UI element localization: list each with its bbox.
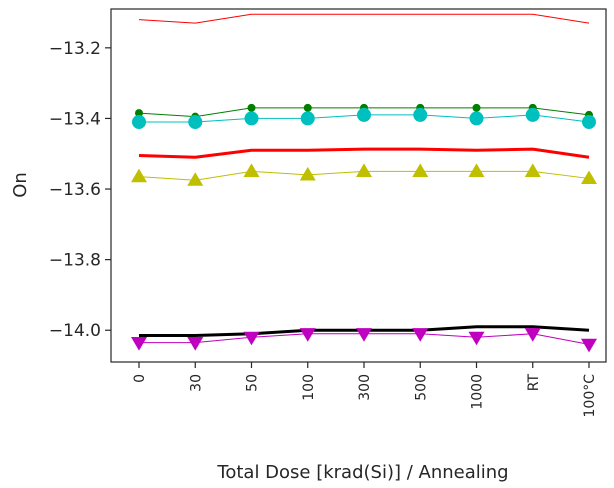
y-tick-label: −13.8 [49,251,101,271]
data-point [356,163,372,177]
data-point [303,103,312,112]
data-point [243,163,260,177]
data-point [412,163,429,177]
series-layer [131,13,597,353]
x-axis: 0 30 50 100 300 500 1000 RT 100°C [132,362,598,418]
data-point [188,114,203,129]
y-axis: −14.0 −13.8 −13.6 −13.4 −13.2 [49,39,111,341]
data-point [299,166,316,181]
data-point [468,331,485,346]
series-line-4 [138,147,590,159]
data-point [469,111,484,126]
data-point [412,328,429,342]
x-tick-label: 300 [357,374,373,401]
x-tick-label: 500 [413,374,429,401]
y-tick-label: −14.0 [49,321,101,341]
x-tick-label: 1000 [470,374,486,410]
x-tick-label: 100°C [582,374,598,418]
data-point [243,331,260,346]
data-point [468,163,485,177]
data-point [413,107,428,122]
x-tick-label: RT [526,374,542,392]
y-tick-label: −13.6 [49,180,101,200]
x-axis-label: Total Dose [krad(Si)] / Annealing [216,462,508,483]
data-point [131,336,147,351]
data-point [525,107,540,122]
data-point [356,328,372,342]
x-tick-label: 100 [301,374,317,401]
data-point [187,336,204,351]
data-point [244,111,259,126]
data-point [524,328,541,342]
data-point [300,111,315,126]
x-tick-label: 50 [245,374,261,392]
data-point [581,338,597,353]
data-point [582,114,596,129]
y-tick-label: −13.4 [49,109,101,129]
data-point [581,170,597,185]
data-point [131,168,147,183]
data-point [524,163,541,177]
plot-area [110,8,607,363]
data-point [247,103,256,112]
data-point [357,107,371,122]
data-point [187,172,204,186]
data-point [299,328,316,342]
series-line-1 [138,13,590,24]
data-point [132,114,146,129]
y-tick-label: −13.2 [49,39,101,59]
x-tick-label: 30 [188,374,204,392]
y-axis-label: On [10,172,31,198]
data-point [472,103,481,112]
data-point [135,109,143,118]
x-tick-label: 0 [132,374,148,383]
